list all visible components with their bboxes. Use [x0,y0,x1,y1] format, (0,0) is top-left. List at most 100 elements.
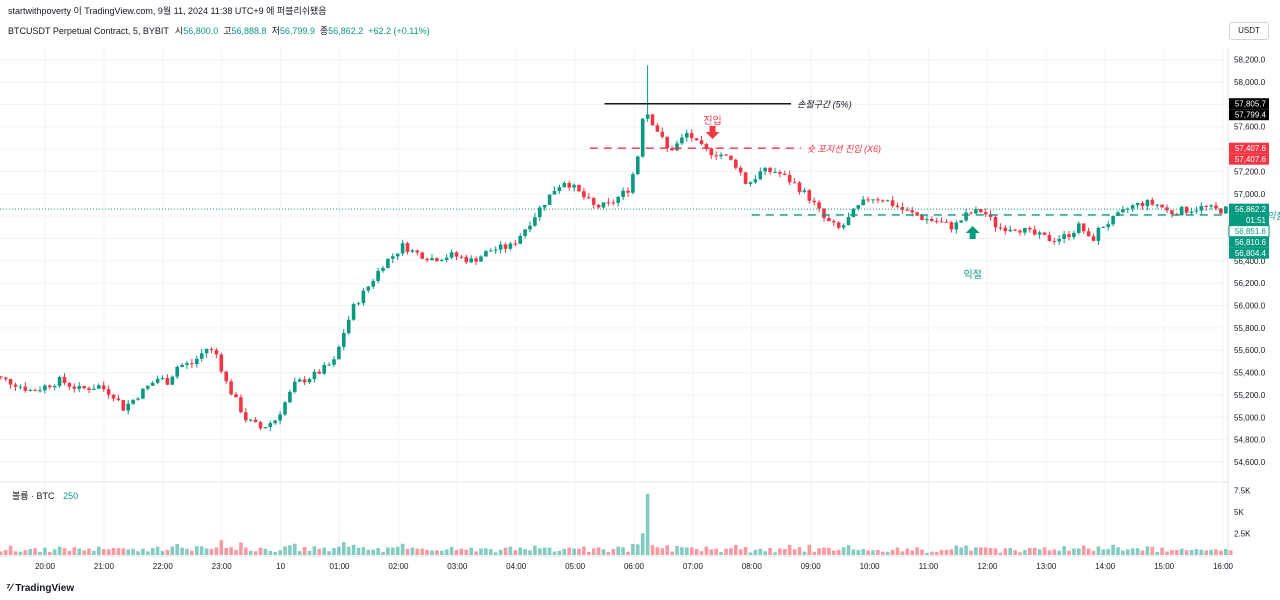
volume-bar [665,545,669,555]
exit-arrow-icon [965,226,980,239]
candle-body [861,199,865,206]
candle-body [165,378,170,385]
volume-bar [13,551,18,555]
volume-bar [1037,549,1042,555]
volume-bar [97,546,101,555]
volume-bar [126,549,130,555]
candle-body [724,154,728,156]
candle-body [92,388,96,390]
price-tags: 57,805.7 57,799.4 57,407.6 57,407.6 56,862.2… [1228,98,1270,259]
volume-bar [449,546,454,555]
volume-bar [1130,548,1135,555]
volume-bar [386,547,390,555]
time-tick-label: 20:00 [35,562,56,571]
candle-body [464,256,469,263]
volume-bar [43,547,47,555]
candle-body [484,251,488,257]
candle-body [1023,227,1027,233]
candle-body [13,384,18,387]
volume-bar [106,549,111,555]
volume-bar [778,548,782,555]
candle-body [454,252,459,257]
volume-bar [1160,547,1164,555]
price-tag-label: 56,862.2 [1235,205,1267,214]
candle-body [1160,204,1164,208]
price-tag-label: 56,810.6 [1235,238,1267,247]
candle-body [474,258,478,262]
volume-bar [160,551,165,555]
price-tag-box [1229,109,1269,121]
volume-bar [626,551,630,555]
symbol-title[interactable]: BTCUSDT Perpetual Contract, 5, BYBIT [8,25,169,36]
candle-body [131,399,135,404]
volume-bar [939,549,944,555]
volume-bar [361,547,366,555]
volume-bar [792,549,797,555]
volume-bar [1214,549,1218,555]
volume-axis: 2.5K 5K 7.5K [1234,486,1251,538]
candle-body [836,222,841,228]
volume-legend[interactable]: 볼륨 · BTC 250 [12,489,78,502]
chart-legend[interactable]: BTCUSDT Perpetual Contract, 5, BYBIT 시 5… [8,24,435,37]
candle-body [611,202,616,204]
candle-body [479,256,483,262]
price-tag-box [1229,142,1269,154]
candle-body [307,379,312,383]
price-tick-label: 57,200.0 [1234,167,1266,176]
volume-bar [1155,552,1159,555]
volume-bar [268,550,273,555]
candle-body [219,354,224,372]
volume-bar [998,552,1003,555]
candle-body [1140,202,1145,207]
volume-bar [675,545,679,555]
candle-body [1028,227,1032,230]
volume-bar [297,551,302,555]
candle-body [675,143,679,151]
candle-body [1106,224,1110,228]
candle-body [871,199,875,201]
volume-bar [1047,550,1052,555]
volume-bar [724,548,728,555]
volume-bar [738,549,743,555]
volume-bar [381,551,385,555]
candle-body [866,199,870,201]
volume-bar [219,540,224,555]
candle-body [890,200,895,206]
time-tick-label: 21:00 [94,562,115,571]
candle-body [312,371,317,380]
candle-body [714,155,718,157]
exit-label: 익절 [963,268,981,281]
volume-bar [734,544,738,555]
price-tick-label: 58,200.0 [1234,56,1266,65]
volume-bar [77,548,81,555]
candle-body [273,420,277,424]
price-tag-label: 01:51 [1246,216,1267,225]
publisher-line: startwithpoverty 이 TradingView.com, 9월 1… [8,6,327,16]
volume-bar [670,551,674,555]
candle-body [371,280,375,287]
volume-bar [915,547,919,555]
candle-body [910,210,914,213]
candle-body [876,199,880,201]
candle-body [1047,234,1052,242]
time-axis[interactable]: 20:00 21:00 22:00 23:00 10 01:00 02:00 03:00 04:… [35,562,1234,571]
volume-bar [239,542,243,555]
candle-body [248,419,253,421]
candle-body [160,378,165,380]
volume-bar [577,548,581,555]
volume-bar [753,549,758,555]
volume-bar [1013,550,1017,555]
candle-body [214,349,219,355]
candle-body [1145,199,1150,207]
time-tick-label: 04:00 [506,562,527,571]
volume-bar [1204,550,1208,555]
volume-bar [67,550,72,555]
volume-bar [263,548,268,555]
candle-body [234,394,238,398]
candle-body [930,218,934,221]
volume-bar [866,550,870,555]
candle-body [126,403,130,411]
tradingview-logo[interactable]: ⁷⁄ TradingView [6,582,74,594]
currency-button[interactable]: USDT [1229,22,1269,40]
